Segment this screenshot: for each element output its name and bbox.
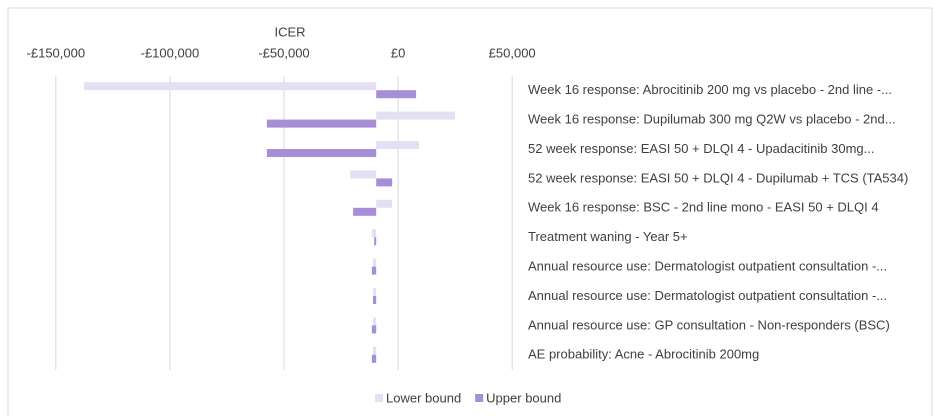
category-label: Annual resource use: Dermatologist outpa… — [528, 259, 887, 274]
bar — [372, 288, 377, 296]
legend-label: Upper bound — [486, 390, 561, 405]
bar — [371, 325, 377, 334]
category-label: 52 week response: EASI 50 + DLQI 4 - Upa… — [528, 141, 875, 156]
bar — [372, 346, 377, 355]
chart-frame — [7, 7, 933, 416]
bar — [83, 82, 377, 91]
legend-label: Lower bound — [386, 390, 461, 405]
category-label: Week 16 response: Dupilumab 300 mg Q2W v… — [528, 112, 896, 127]
bar — [350, 170, 377, 179]
category-label: AE probability: Acne - Abrocitinib 200mg — [528, 347, 759, 362]
legend-swatch — [475, 394, 484, 402]
category-label: Treatment waning - Year 5+ — [528, 229, 688, 244]
x-tick-label: -£100,000 — [141, 45, 200, 60]
bar — [371, 266, 377, 275]
bar — [266, 149, 377, 157]
category-label: Annual resource use: Dermatologist outpa… — [528, 288, 887, 303]
bar — [376, 90, 417, 99]
bar — [371, 229, 377, 238]
category-label: Annual resource use: GP consultation - N… — [528, 317, 890, 332]
x-tick-label: -£50,000 — [258, 45, 309, 60]
x-tick-label: £0 — [391, 45, 405, 60]
bar — [353, 207, 377, 216]
category-label: Week 16 response: Abrocitinib 200 mg vs … — [528, 82, 892, 97]
legend-swatch — [375, 394, 383, 402]
x-tick-label: -£150,000 — [27, 45, 86, 60]
bar — [372, 317, 377, 326]
bar — [376, 141, 420, 149]
bar — [372, 258, 377, 267]
bar — [376, 199, 393, 208]
axis-title: ICER — [274, 24, 305, 39]
x-tick-label: £50,000 — [489, 45, 536, 60]
bar — [376, 111, 456, 120]
bar — [371, 354, 377, 363]
category-label: 52 week response: EASI 50 + DLQI 4 - Dup… — [528, 170, 908, 185]
bar — [376, 178, 393, 187]
category-label: Week 16 response: BSC - 2nd line mono - … — [528, 200, 879, 215]
bar — [266, 119, 377, 128]
bar — [374, 237, 377, 246]
bar — [372, 296, 377, 304]
